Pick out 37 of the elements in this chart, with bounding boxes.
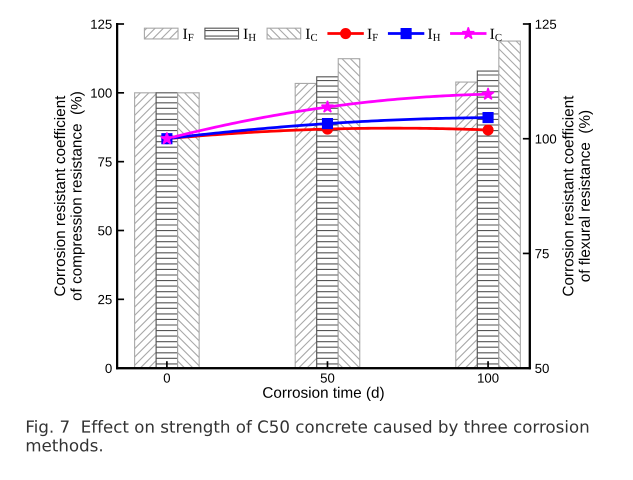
caption: Fig. 7 Effect on strength of C50 concrete caused by three corrosion methods. [26,420,588,452]
bar [498,40,521,368]
legend-label: I$_{C}$ [306,28,318,42]
bar [177,92,200,368]
legend-label: I$_{C}$ [490,28,502,42]
x-tick-label: 0 [164,373,170,383]
bar [134,92,157,368]
point [482,124,494,136]
y-tick-label: 125 [91,20,112,29]
bar [455,82,478,368]
y2-axis-title: Corrosion resistant coefficient of flexural resistance (%) [562,96,593,296]
x-tick-label: 50 [320,373,334,383]
y2-tick-label: 50 [535,364,549,374]
point [322,118,334,130]
y-axis-title: Corrosion resistant coefficient of compression resistance (%) [54,92,85,300]
bar [294,82,318,368]
y2-tick-label: 125 [536,20,556,29]
legend-label: I$_{H}$ [428,28,440,41]
legend-label: I$_{F}$ [183,28,194,41]
y-tick-label: 25 [98,294,112,304]
legend-label: I$_{F}$ [368,28,378,41]
bar [156,92,178,368]
x-axis-title: Corrosion time (d) [263,386,384,401]
bar [476,70,500,368]
point [481,87,495,100]
y2-tick-label: 100 [536,134,556,144]
y-tick-label: 100 [91,88,112,98]
point [320,100,334,113]
y-tick-label: 75 [98,157,112,167]
point [482,112,494,124]
legend-label: I$_{H}$ [244,28,256,41]
y2-tick-label: 75 [535,249,549,258]
y-tick-label: 0 [105,364,112,374]
bar [338,58,360,368]
bar [316,76,339,368]
x-tick-label: 100 [478,373,499,383]
y-tick-label: 50 [98,226,112,236]
